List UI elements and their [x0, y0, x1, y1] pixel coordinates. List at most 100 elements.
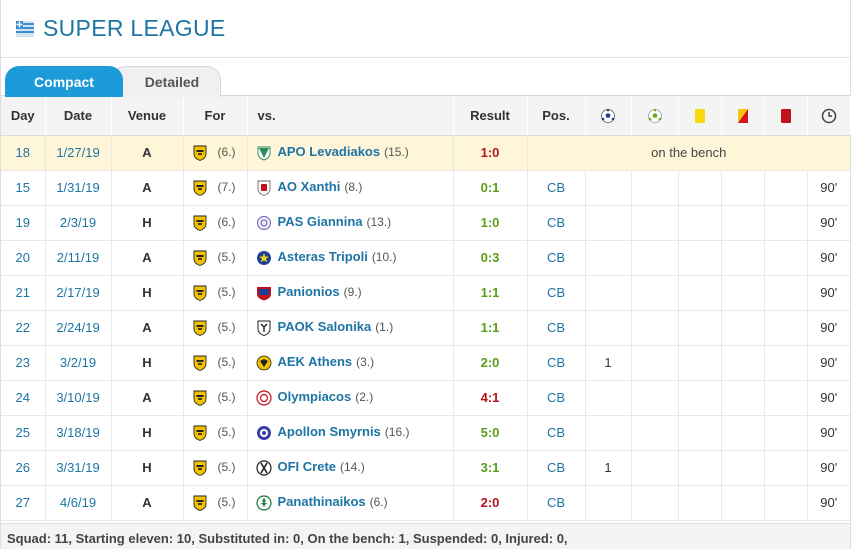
apollon-crest-icon[interactable] — [256, 425, 272, 441]
header-vs[interactable]: vs. — [247, 96, 454, 136]
match-date-link[interactable]: 2/3/19 — [59, 215, 97, 230]
panathinaikos-crest-icon[interactable] — [255, 495, 272, 511]
header-day[interactable]: Day — [1, 96, 46, 136]
tab-detailed[interactable]: Detailed — [111, 66, 221, 97]
result-link[interactable]: 1:1 — [453, 310, 528, 345]
matchday-link[interactable]: 19 — [15, 215, 30, 230]
match-date-link[interactable]: 2/11/19 — [56, 250, 100, 265]
matchday-link[interactable]: 18 — [15, 145, 30, 160]
position-link[interactable]: CB — [546, 460, 566, 475]
header-assists[interactable] — [631, 96, 679, 136]
olympiacos-crest-icon[interactable] — [255, 390, 272, 406]
match-date-link[interactable]: 4/6/19 — [59, 495, 97, 510]
matchday-link[interactable]: 15 — [15, 180, 30, 195]
header-goals[interactable] — [585, 96, 632, 136]
opponent-name-link[interactable]: Apollon Smyrnis — [277, 424, 381, 440]
opponent-name-link[interactable]: Olympiacos — [277, 389, 352, 405]
result-link[interactable]: 4:1 — [453, 380, 528, 415]
position-link[interactable]: CB — [546, 180, 566, 195]
opponent-cell: Panathinaikos (6.) — [247, 485, 454, 520]
aris-crest-icon[interactable] — [192, 390, 208, 406]
venue-value: A — [111, 135, 184, 170]
position-link[interactable]: CB — [546, 250, 566, 265]
header-result[interactable]: Result — [453, 96, 528, 136]
opponent-name-link[interactable]: AEK Athens — [277, 354, 353, 370]
match-date-link[interactable]: 1/31/19 — [56, 180, 100, 195]
opponent-rank: (8.) — [344, 180, 363, 195]
opponent-name-link[interactable]: APO Levadiakos — [277, 144, 381, 160]
match-date-link[interactable]: 2/17/19 — [56, 285, 100, 300]
match-date-link[interactable]: 1/27/19 — [56, 145, 100, 160]
aris-crest-icon[interactable] — [192, 285, 208, 301]
matchday-link[interactable]: 26 — [15, 460, 30, 475]
match-date-link[interactable]: 3/10/19 — [56, 390, 100, 405]
header-red-cards[interactable] — [764, 96, 808, 136]
yellow-cards-cell — [678, 345, 722, 380]
header-date[interactable]: Date — [45, 96, 112, 136]
result-link[interactable]: 2:0 — [453, 345, 528, 380]
result-link[interactable]: 1:0 — [453, 205, 528, 240]
matchday-cell: 19 — [1, 205, 46, 240]
levadiakos-crest-icon[interactable] — [256, 145, 272, 161]
header-venue[interactable]: Venue — [111, 96, 184, 136]
position-cell: CB — [527, 450, 586, 485]
aris-crest-icon[interactable] — [192, 460, 208, 476]
header-pos[interactable]: Pos. — [527, 96, 586, 136]
result-link[interactable]: 5:0 — [453, 415, 528, 450]
opponent-name-link[interactable]: Panathinaikos — [277, 494, 366, 510]
header-minutes[interactable] — [807, 96, 851, 136]
position-link[interactable]: CB — [546, 495, 566, 510]
giannina-crest-icon[interactable] — [256, 215, 272, 231]
result-link[interactable]: 2:0 — [453, 485, 528, 520]
matchday-link[interactable]: 25 — [15, 425, 30, 440]
matchday-link[interactable]: 24 — [15, 390, 30, 405]
match-date-link[interactable]: 2/24/19 — [56, 320, 100, 335]
match-date-link[interactable]: 3/2/19 — [59, 355, 97, 370]
opponent-name-link[interactable]: Asteras Tripoli — [277, 249, 368, 265]
asteras-crest-icon[interactable] — [256, 250, 272, 266]
panionios-crest-icon[interactable] — [256, 285, 272, 301]
position-link[interactable]: CB — [546, 425, 566, 440]
table-row: 15 1/31/19 A (7.) AO Xanthi (8.) 0:1 CB 90… — [1, 170, 850, 205]
header-second-yellow[interactable] — [721, 96, 765, 136]
opponent-name-link[interactable]: PAOK Salonika — [277, 319, 372, 335]
opponent-name-link[interactable]: PAS Giannina — [277, 214, 363, 230]
match-date-link[interactable]: 3/18/19 — [56, 425, 100, 440]
position-cell: CB — [527, 205, 586, 240]
aris-crest-icon[interactable] — [192, 320, 208, 336]
aris-crest-icon[interactable] — [192, 145, 208, 161]
header-for[interactable]: For — [183, 96, 248, 136]
matchday-link[interactable]: 23 — [15, 355, 30, 370]
position-link[interactable]: CB — [546, 215, 566, 230]
aris-crest-icon[interactable] — [192, 425, 208, 441]
aris-crest-icon[interactable] — [192, 180, 208, 196]
matchday-link[interactable]: 21 — [15, 285, 30, 300]
aek-crest-icon[interactable] — [256, 355, 272, 371]
position-link[interactable]: CB — [546, 320, 566, 335]
result-link[interactable]: 0:1 — [453, 170, 528, 205]
matchday-link[interactable]: 22 — [15, 320, 30, 335]
result-link[interactable]: 1:1 — [453, 275, 528, 310]
opponent-name-link[interactable]: OFI Crete — [277, 459, 337, 475]
tab-compact[interactable]: Compact — [5, 66, 123, 97]
result-link[interactable]: 1:0 — [453, 135, 528, 170]
position-link[interactable]: CB — [546, 285, 566, 300]
match-date-link[interactable]: 3/31/19 — [56, 460, 100, 475]
for-cell: (5.) — [183, 450, 248, 485]
result-link[interactable]: 0:3 — [453, 240, 528, 275]
position-link[interactable]: CB — [546, 390, 566, 405]
opponent-name-link[interactable]: Panionios — [277, 284, 340, 300]
xanthi-crest-icon[interactable] — [256, 180, 272, 196]
position-link[interactable]: CB — [546, 355, 566, 370]
ofi-crest-icon[interactable] — [255, 460, 272, 476]
matchday-link[interactable]: 27 — [15, 495, 30, 510]
aris-crest-icon[interactable] — [192, 495, 208, 511]
opponent-name-link[interactable]: AO Xanthi — [277, 179, 341, 195]
result-link[interactable]: 3:1 — [453, 450, 528, 485]
aris-crest-icon[interactable] — [192, 215, 208, 231]
aris-crest-icon[interactable] — [192, 250, 208, 266]
aris-crest-icon[interactable] — [192, 355, 208, 371]
matchday-link[interactable]: 20 — [15, 250, 30, 265]
paok-crest-icon[interactable] — [256, 320, 272, 336]
header-yellow-cards[interactable] — [678, 96, 722, 136]
